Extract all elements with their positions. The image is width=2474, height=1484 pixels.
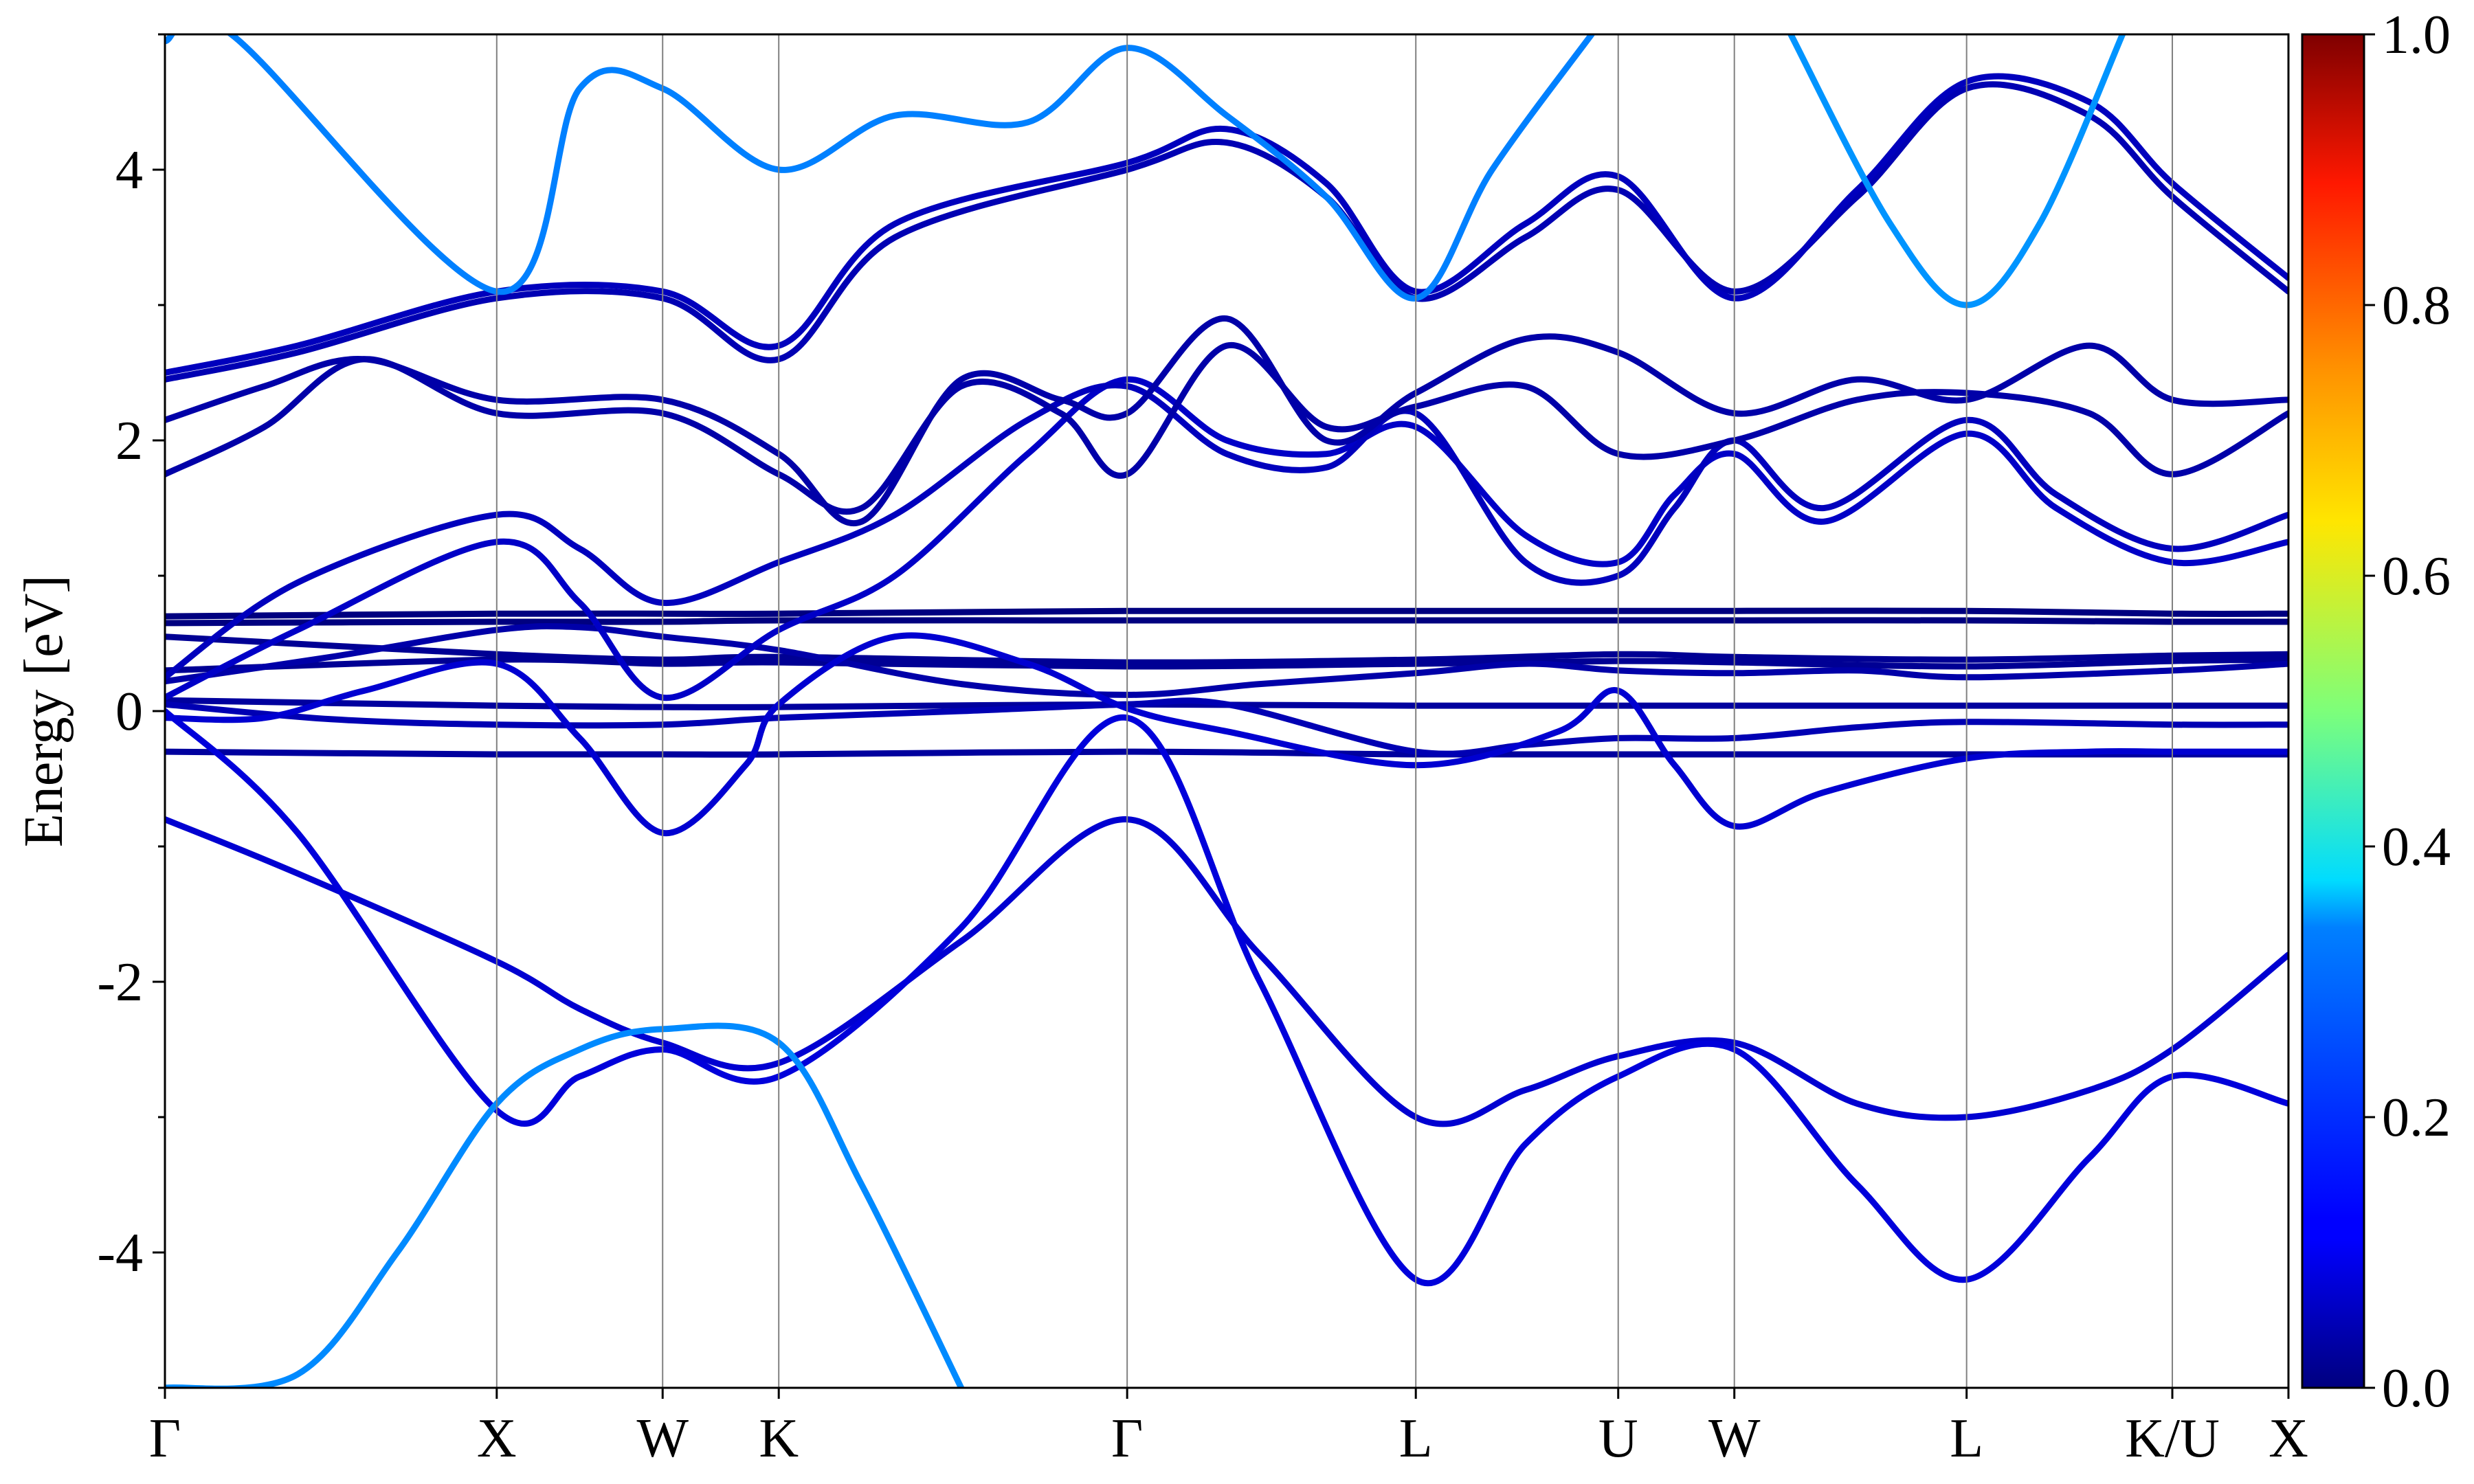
x-tick-label: Γ	[1111, 1408, 1143, 1469]
colorbar: 0.0 0.2 0.4 0.6 0.8 1.0	[2301, 5, 2451, 1419]
band-line-13	[165, 315, 2288, 527]
y-tick-label: 0	[115, 682, 143, 742]
band-line-8	[165, 622, 2288, 698]
band-line-20	[1787, 34, 2126, 308]
colorbar-tick-label: 0.8	[2382, 276, 2451, 336]
axes: -4 -2 0 2 4 Γ X W K Γ L U W L K/U X Energy [eV]	[14, 33, 2308, 1469]
x-tick-label: W	[636, 1408, 689, 1469]
band-line-19	[165, 1022, 965, 1388]
x-tick-label: Γ	[149, 1408, 181, 1469]
plot-frame	[164, 33, 2290, 1389]
x-tick-label: K/U	[2125, 1408, 2220, 1469]
x-tick-label: L	[1950, 1408, 1983, 1469]
band-line-10	[165, 376, 2288, 701]
colorbar-tick-label: 0.6	[2382, 546, 2451, 607]
band-line-5	[165, 697, 2288, 710]
band-line-12	[165, 341, 2288, 515]
band-line-17	[165, 708, 2288, 1287]
x-tick-label: X	[2269, 1408, 2308, 1469]
band-line-15	[165, 73, 2288, 376]
band-line-11	[165, 382, 2288, 681]
x-tick-label: L	[1399, 1408, 1433, 1469]
y-axis-label: Energy [eV]	[14, 575, 74, 847]
band-lines	[165, 34, 2288, 1388]
band-line-7	[165, 697, 2288, 757]
x-tick-label: U	[1598, 1408, 1638, 1469]
colorbar-gradient	[2301, 33, 2365, 1389]
colorbar-tick-label: 0.0	[2382, 1358, 2451, 1419]
colorbar-tick-label: 0.4	[2382, 817, 2451, 877]
y-tick-label: 4	[115, 140, 143, 201]
colorbar-tick-label: 1.0	[2382, 5, 2451, 65]
band-line-18	[165, 34, 1595, 302]
y-tick-label: -2	[97, 952, 143, 1013]
band-line-9	[165, 632, 2288, 837]
band-line-4	[165, 656, 2288, 674]
x-tick-label: X	[477, 1408, 517, 1469]
x-tick-label: W	[1708, 1408, 1761, 1469]
colorbar-tick-label: 0.2	[2382, 1088, 2451, 1148]
y-tick-label: 2	[115, 411, 143, 471]
band-line-2	[165, 617, 2288, 627]
y-tick-label: -4	[97, 1223, 143, 1283]
band-line-16	[165, 816, 2288, 1127]
band-line-1	[165, 607, 2288, 620]
band-line-6	[165, 748, 2288, 758]
x-tick-label: K	[759, 1408, 799, 1469]
